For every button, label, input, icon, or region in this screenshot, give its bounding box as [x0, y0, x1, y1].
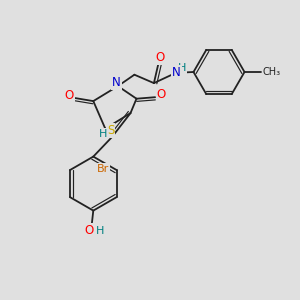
Text: H: H	[178, 63, 187, 73]
Text: O: O	[85, 224, 94, 237]
Text: Br: Br	[97, 164, 109, 174]
Text: CH₃: CH₃	[262, 67, 280, 77]
Text: O: O	[157, 88, 166, 101]
Text: S: S	[107, 124, 114, 137]
Text: H: H	[99, 129, 107, 139]
Text: N: N	[172, 66, 181, 79]
Text: H: H	[96, 226, 104, 236]
Text: N: N	[112, 76, 121, 89]
Text: O: O	[155, 51, 164, 64]
Text: O: O	[65, 89, 74, 102]
